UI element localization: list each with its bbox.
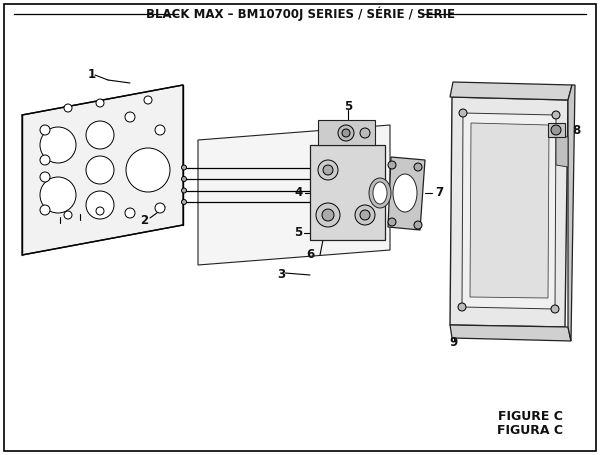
- Polygon shape: [388, 157, 425, 230]
- Polygon shape: [556, 135, 568, 167]
- Polygon shape: [318, 120, 375, 145]
- Circle shape: [40, 155, 50, 165]
- Text: 5: 5: [344, 101, 352, 113]
- Ellipse shape: [369, 178, 391, 208]
- Circle shape: [126, 148, 170, 192]
- Text: 8: 8: [572, 123, 580, 136]
- Text: FIGURE C: FIGURE C: [497, 410, 562, 424]
- Circle shape: [144, 96, 152, 104]
- Circle shape: [414, 163, 422, 171]
- Circle shape: [40, 205, 50, 215]
- Circle shape: [96, 99, 104, 107]
- Circle shape: [155, 203, 165, 213]
- Text: 9: 9: [450, 337, 458, 349]
- Circle shape: [86, 191, 114, 219]
- Text: 2: 2: [140, 213, 148, 227]
- Circle shape: [459, 109, 467, 117]
- Circle shape: [40, 172, 50, 182]
- Text: 3: 3: [277, 268, 285, 282]
- Circle shape: [182, 188, 187, 193]
- Polygon shape: [22, 85, 183, 255]
- Text: BLACK MAX – BM10700J SERIES / SÉRIE / SERIE: BLACK MAX – BM10700J SERIES / SÉRIE / SE…: [146, 7, 455, 21]
- Circle shape: [355, 205, 375, 225]
- Text: FIGURA C: FIGURA C: [497, 425, 563, 438]
- Polygon shape: [470, 123, 549, 298]
- Circle shape: [388, 161, 396, 169]
- Circle shape: [125, 208, 135, 218]
- Ellipse shape: [373, 182, 387, 204]
- Circle shape: [342, 129, 350, 137]
- Circle shape: [155, 125, 165, 135]
- Polygon shape: [198, 125, 390, 265]
- Polygon shape: [548, 123, 565, 137]
- Circle shape: [40, 127, 76, 163]
- Circle shape: [40, 177, 76, 213]
- FancyBboxPatch shape: [4, 4, 596, 451]
- Text: 5: 5: [294, 227, 302, 239]
- Polygon shape: [450, 97, 568, 327]
- Text: 4: 4: [295, 187, 303, 199]
- Circle shape: [318, 160, 338, 180]
- Circle shape: [316, 203, 340, 227]
- Circle shape: [552, 111, 560, 119]
- Circle shape: [551, 305, 559, 313]
- Polygon shape: [462, 113, 556, 309]
- Circle shape: [360, 210, 370, 220]
- Circle shape: [96, 207, 104, 215]
- Circle shape: [322, 209, 334, 221]
- Text: 7: 7: [435, 187, 443, 199]
- Circle shape: [388, 218, 396, 226]
- Circle shape: [338, 125, 354, 141]
- Circle shape: [551, 125, 561, 135]
- Circle shape: [86, 121, 114, 149]
- Polygon shape: [568, 85, 575, 341]
- Circle shape: [182, 177, 187, 182]
- Circle shape: [182, 165, 187, 170]
- Polygon shape: [450, 82, 572, 100]
- Ellipse shape: [393, 174, 417, 212]
- Polygon shape: [450, 325, 571, 341]
- Circle shape: [64, 104, 72, 112]
- Text: 1: 1: [88, 67, 96, 81]
- Circle shape: [182, 199, 187, 204]
- Circle shape: [323, 165, 333, 175]
- Circle shape: [40, 125, 50, 135]
- Circle shape: [414, 221, 422, 229]
- Circle shape: [458, 303, 466, 311]
- Text: 6: 6: [306, 248, 314, 262]
- Circle shape: [125, 112, 135, 122]
- Circle shape: [360, 128, 370, 138]
- Circle shape: [64, 211, 72, 219]
- Circle shape: [86, 156, 114, 184]
- Polygon shape: [310, 145, 385, 240]
